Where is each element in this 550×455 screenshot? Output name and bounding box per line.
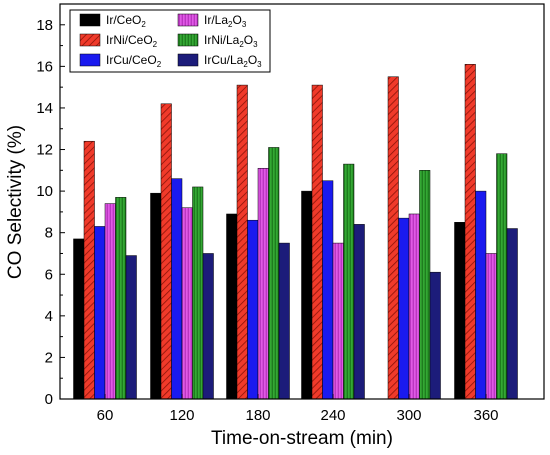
legend-entry-label: Ir/CeO2	[106, 13, 146, 29]
bar-irni-ceo2-240	[311, 84, 323, 400]
bar-ir-la2o3-180	[257, 167, 269, 400]
legend-entry-label: IrNi/CeO2	[106, 33, 158, 49]
bar-irni-ceo2-180	[236, 84, 248, 400]
legend-swatch	[177, 53, 199, 67]
bar-ircu-ceo2-240	[322, 180, 334, 400]
x-tick-label: 180	[245, 407, 270, 424]
bar-ircu-la2o3-300	[429, 271, 441, 400]
y-tick-label: 2	[45, 349, 53, 366]
bar-ircu-ceo2-300	[398, 217, 410, 400]
legend-entry-label: Ir/La2O3	[204, 13, 247, 29]
bar-ircu-la2o3-180	[278, 242, 290, 400]
bar-ir-la2o3-60	[104, 203, 116, 400]
bar-ir-la2o3-360	[485, 253, 497, 400]
bar-ircu-ceo2-180	[247, 219, 259, 400]
x-tick-label: 240	[320, 407, 345, 424]
bar-ircu-ceo2-120	[171, 178, 183, 400]
legend-swatch	[177, 33, 199, 47]
y-axis-title: CO Selectivity (%)	[5, 125, 26, 279]
bar-irni-la2o3-120	[192, 186, 204, 400]
y-tick-label: 8	[45, 225, 53, 242]
legend-swatch	[79, 33, 101, 47]
legend-entry-label: IrNi/La2O3	[204, 33, 258, 49]
x-axis-title: Time-on-stream (min)	[211, 428, 393, 449]
legend-swatch	[79, 13, 101, 27]
bar-irni-ceo2-360	[464, 64, 476, 400]
y-tick-label: 6	[45, 266, 53, 283]
y-tick-label: 10	[36, 183, 53, 200]
x-tick-label: 300	[396, 407, 421, 424]
bar-ir-la2o3-120	[181, 207, 193, 400]
bar-ircu-ceo2-60	[94, 226, 106, 400]
bar-ircu-la2o3-120	[202, 253, 214, 400]
y-tick-label: 12	[36, 142, 53, 159]
bar-ir-ceo2-60	[73, 238, 85, 400]
bar-irni-la2o3-300	[419, 170, 431, 400]
bar-ir-la2o3-300	[408, 213, 420, 400]
x-tick-label: 360	[473, 407, 498, 424]
bar-ircu-la2o3-360	[506, 228, 518, 400]
bar-irni-la2o3-180	[268, 147, 280, 400]
bar-ir-ceo2-180	[226, 213, 238, 400]
bar-irni-la2o3-240	[343, 163, 355, 400]
bar-ir-ceo2-240	[301, 190, 313, 400]
plot-frame	[59, 3, 545, 400]
legend-entry-label: IrCu/La2O3	[204, 53, 262, 69]
bars-group	[73, 64, 518, 400]
y-tick-label: 4	[45, 308, 53, 325]
bar-irni-la2o3-60	[115, 197, 127, 400]
legend-entry-label: IrCu/CeO2	[106, 53, 162, 69]
y-tick-label: 18	[36, 17, 53, 34]
bar-ircu-la2o3-60	[125, 255, 137, 400]
x-axis: 60 120 180 240 300 360	[97, 394, 499, 424]
legend-box	[69, 9, 271, 73]
y-tick-label: 14	[36, 100, 53, 117]
bar-irni-ceo2-60	[83, 140, 95, 400]
y-tick-label: 0	[45, 391, 53, 408]
bar-irni-ceo2-120	[160, 103, 172, 400]
bar-ircu-la2o3-240	[353, 224, 365, 400]
legend: Ir/CeO2 IrNi/CeO2 IrCu/CeO2 Ir/La2O3 IrNi/La…	[69, 9, 271, 73]
bar-ir-ceo2-360	[454, 222, 466, 400]
bar-ir-ceo2-120	[150, 192, 162, 400]
legend-swatch	[177, 13, 199, 27]
y-tick-label: 16	[36, 58, 53, 75]
x-tick-label: 60	[97, 407, 114, 424]
legend-swatch	[79, 53, 101, 67]
bar-ir-la2o3-240	[332, 242, 344, 400]
bar-irni-ceo2-300	[387, 76, 399, 400]
bar-irni-la2o3-360	[496, 153, 508, 400]
x-tick-label: 120	[169, 407, 194, 424]
y-axis: 0 2 4 6 8 10 12 14 16 18	[36, 17, 65, 408]
bar-ircu-ceo2-360	[475, 190, 487, 400]
